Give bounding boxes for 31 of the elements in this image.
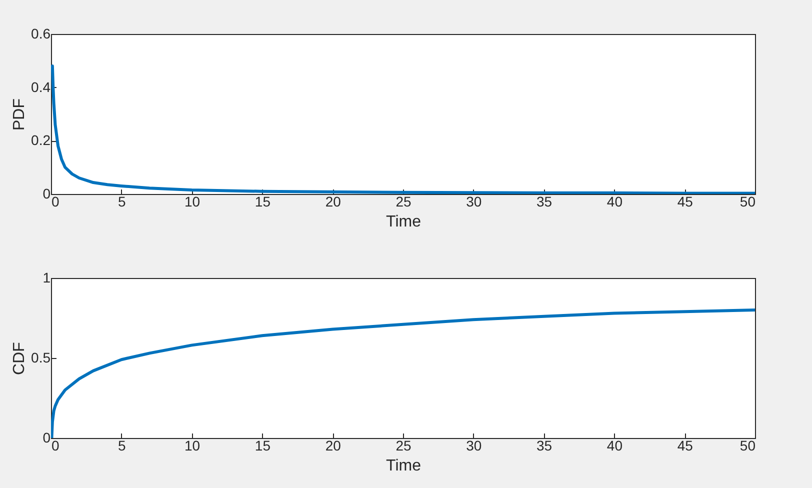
x-tick-label: 40 [606, 438, 623, 454]
x-tick-label: 30 [466, 194, 482, 210]
x-tick-label: 50 [740, 194, 756, 210]
x-tick-label: 45 [677, 438, 694, 454]
x-tick-label: 35 [536, 194, 552, 210]
x-tick-label: 40 [606, 194, 623, 210]
x-tick-label: 10 [184, 194, 200, 210]
x-tick-label: 20 [325, 194, 342, 210]
y-tick-label: 0.6 [31, 26, 51, 42]
x-axis-title: Time [386, 458, 422, 474]
line-series [51, 64, 755, 194]
x-tick-label: 50 [740, 438, 756, 454]
line-series [51, 308, 755, 438]
y-axis-title: CDF [11, 342, 28, 375]
x-tick-label: 45 [677, 194, 694, 210]
x-tick-label: 5 [118, 438, 126, 454]
y-tick-label: 0.4 [31, 78, 51, 95]
x-tick-label: 15 [254, 194, 271, 210]
x-tick-label: 25 [396, 194, 412, 210]
x-tick-label: 30 [466, 438, 482, 454]
x-tick-label: 10 [184, 438, 200, 454]
y-tick-label: 0.5 [31, 350, 51, 366]
y-axis-title: PDF [11, 98, 28, 130]
x-axis-title: Time [386, 214, 422, 230]
x-tick-label: 15 [254, 438, 271, 454]
x-tick-label: 25 [396, 438, 412, 454]
x-tick-label: 20 [325, 438, 342, 454]
x-tick-label: 5 [118, 194, 126, 210]
y-tick-label: 0.2 [31, 132, 51, 148]
x-tick-label: 35 [536, 438, 552, 454]
y-tick-label: 1 [42, 270, 51, 286]
